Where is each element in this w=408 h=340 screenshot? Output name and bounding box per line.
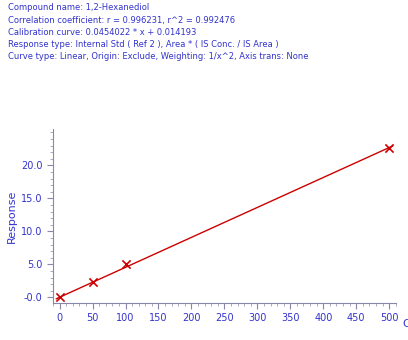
Point	[386, 145, 392, 150]
Point	[89, 279, 96, 285]
Y-axis label: Response: Response	[7, 189, 17, 242]
Text: Compound name: 1,2-Hexanediol
Correlation coefficient: r = 0.996231, r^2 = 0.992: Compound name: 1,2-Hexanediol Correlatio…	[8, 3, 309, 61]
Text: Conc: Conc	[403, 319, 408, 329]
Point	[122, 261, 129, 267]
Point	[57, 294, 64, 300]
